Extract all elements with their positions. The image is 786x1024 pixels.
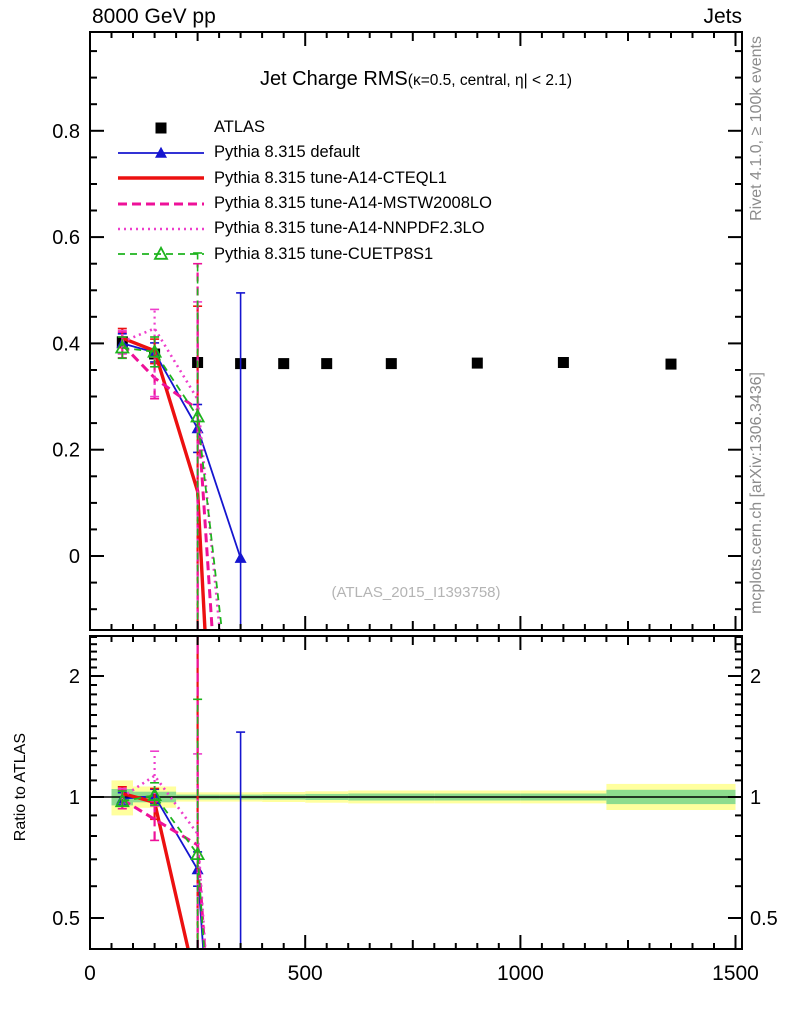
series-line: [122, 342, 242, 559]
legend-swatch: [118, 227, 204, 231]
series-line: [121, 336, 207, 630]
series-main-pythia-8-315-tune-cuetp8s1: [114, 252, 223, 630]
tick-labels: 0 500 1000 1500 0 0.2 0.4 0.6 0.8 0.5 0.5 1 1 2 2: [52, 121, 778, 985]
legend-item-pythia-8-315-tune-cuetp8s1: Pythia 8.315 tune-CUETP8S1: [116, 241, 492, 266]
legend-item-pythia-8-315-tune-a14-cteql1: Pythia 8.315 tune-A14-CTEQL1: [116, 166, 492, 191]
open-triangle-marker: [190, 408, 206, 423]
legend-label: Pythia 8.315 tune-CUETP8S1: [214, 244, 434, 263]
legend-swatch: [118, 146, 204, 158]
atlas-data-point: [321, 358, 333, 370]
legend-label: Pythia 8.315 tune-A14-NNPDF2.3LO: [214, 219, 485, 238]
series-line: [121, 791, 190, 949]
atlas-data-point: [471, 357, 483, 369]
beam-info-label: 8000 GeV pp: [92, 5, 216, 28]
tick-label: 0.5: [750, 908, 778, 930]
square-marker: [155, 122, 167, 134]
mcplots-reference-note: mcplots.cern.ch [arXiv:1306.3436]: [748, 372, 765, 614]
open-triangle-marker: [114, 339, 130, 354]
series-line: [121, 343, 214, 630]
panel-frames: [89, 31, 743, 950]
tick-label: 2: [69, 666, 80, 688]
legend-label: Pythia 8.315 tune-A14-MSTW2008LO: [214, 194, 492, 213]
tick-label: 1500: [712, 962, 759, 985]
triangle-marker: [155, 146, 167, 158]
series-line: [121, 326, 222, 630]
tick-label: 0.4: [52, 333, 80, 355]
legend-item-pythia-8-315-tune-a14-mstw2008lo: Pythia 8.315 tune-A14-MSTW2008LO: [116, 191, 492, 216]
atlas-data-point: [665, 358, 677, 370]
series-line: [121, 798, 207, 949]
tick-label: 1: [69, 787, 80, 809]
analysis-id-watermark: (ATLAS_2015_I1393758): [331, 584, 501, 601]
tick-label: 0.2: [52, 440, 80, 462]
legend-swatch: [155, 122, 167, 134]
atlas-data-point: [278, 358, 290, 370]
atlas-uncertainty-band: [90, 780, 742, 816]
open-triangle-marker: [147, 787, 163, 801]
series-line: [122, 795, 205, 949]
series-line: [122, 794, 206, 949]
main-panel-frame: [89, 31, 743, 631]
legend-label: Pythia 8.315 default: [214, 143, 360, 162]
tick-label: 1000: [497, 962, 544, 985]
tick-label: 500: [288, 962, 323, 985]
legend-swatch: [118, 176, 204, 180]
legend-label: ATLAS: [214, 118, 266, 137]
tick-label: 0.8: [52, 121, 80, 143]
tick-label: 0.5: [52, 908, 80, 930]
rivet-version-note: Rivet 4.1.0, ≥ 100k events: [748, 36, 765, 221]
axis-ticks: [89, 32, 742, 949]
tick-label: 0.6: [52, 227, 80, 249]
plot-title: Jet Charge RMS(κ=0.5, central, η| < 2.1): [90, 68, 742, 91]
atlas-data-point: [557, 357, 569, 368]
plot-title-main: Jet Charge RMS: [259, 68, 408, 90]
series-line: [122, 346, 223, 630]
ratio-panel-frame: [89, 635, 743, 950]
plot-title-params: (κ=0.5, central, η| < 2.1): [407, 72, 573, 89]
legend-item-atlas: ATLAS: [116, 115, 492, 140]
open-triangle-marker: [190, 846, 206, 860]
ratio-axis-label: Ratio to ATLAS: [12, 733, 29, 842]
analysis-category-label: Jets: [703, 5, 742, 28]
legend-swatch: [118, 202, 204, 206]
tick-label: 1: [750, 787, 761, 809]
open-triangle-marker: [153, 246, 169, 260]
series-ratio-pythia-8-315-tune-cuetp8s1: [114, 698, 206, 949]
series-line: [121, 773, 207, 949]
series-main-pythia-8-315-tune-a14-nnpdf2-3lo: [117, 301, 222, 630]
legend-item-pythia-8-315-tune-a14-nnpdf2-3lo: Pythia 8.315 tune-A14-NNPDF2.3LO: [116, 216, 492, 241]
open-triangle-marker: [147, 343, 163, 358]
legend-swatch: [118, 246, 204, 260]
tick-label: 2: [750, 666, 761, 688]
legend-label: Pythia 8.315 tune-A14-CTEQL1: [214, 168, 447, 187]
series-main-atlas: [116, 336, 677, 370]
series-ratio-pythia-8-315-default: [116, 731, 246, 949]
tick-label: 0: [84, 962, 96, 985]
legend-item-pythia-8-315-default: Pythia 8.315 default: [116, 140, 492, 165]
tick-label: 0: [69, 546, 80, 568]
triangle-marker: [234, 551, 247, 563]
open-triangle-marker: [114, 793, 130, 808]
legend: ATLAS Pythia 8.315 default Pythia 8.315 tu…: [116, 115, 492, 267]
atlas-data-point: [385, 358, 397, 370]
